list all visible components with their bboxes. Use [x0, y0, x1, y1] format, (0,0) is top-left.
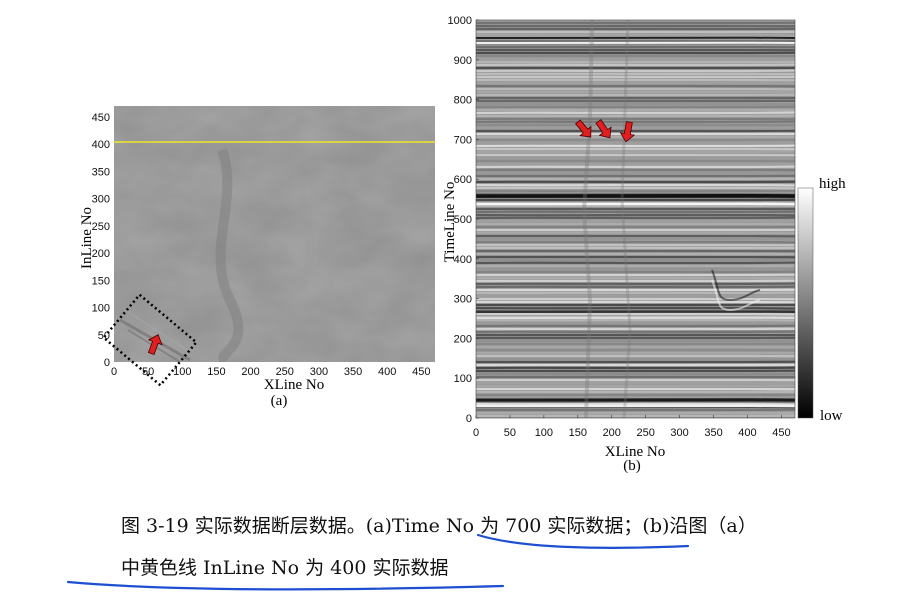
panel-a-y-tick-label: 50 — [98, 330, 110, 342]
panel-b-x-tick-label: 50 — [504, 427, 516, 439]
panel-b-y-tick-label: 1000 — [448, 15, 472, 27]
panel-a-y-tick-label: 250 — [92, 221, 110, 233]
red-arrow-icon — [574, 119, 592, 138]
seismic-reflector — [476, 126, 795, 130]
colorbar — [797, 187, 814, 419]
seismic-strong-reflector — [476, 404, 795, 408]
panel-a-x-tick-label: 250 — [276, 366, 294, 378]
colorbar-low-label: low — [820, 408, 843, 424]
seismic-strong-reflector — [476, 41, 795, 45]
seismic-reflector — [476, 282, 795, 286]
panel-b-x-tick-label: 400 — [738, 427, 756, 439]
panel-b: 0 50 100 150 200 250 300 350 400 450 0 100 200 300 400… — [442, 15, 846, 474]
panel-b-y-tick-label: 800 — [454, 95, 472, 107]
panel-b-label: (b) — [623, 458, 641, 474]
panel-a-y-tick-label: 350 — [92, 166, 110, 178]
seismic-strong-reflector — [476, 316, 795, 320]
seismic-reflector — [476, 396, 795, 400]
seismic-reflector — [476, 111, 795, 115]
panel-a-ylabel: InLine No — [79, 207, 95, 269]
panel-a-y-tick-label: 100 — [92, 303, 110, 315]
red-arrow-icon — [595, 119, 612, 139]
panel-a: 0 50 100 150 200 250 300 350 400 450 0 50 100 150 200 2… — [79, 106, 435, 409]
seismic-reflector — [476, 348, 795, 352]
panel-b-y-tick-label: 600 — [454, 174, 472, 186]
red-arrow-icon — [147, 334, 163, 356]
panel-b-axes: 0 50 100 150 200 250 300 350 400 450 0 100 200 300 400… — [448, 15, 791, 439]
panel-b-y-tick-label: 700 — [454, 134, 472, 146]
panel-a-y-tick-label: 150 — [92, 275, 110, 287]
panel-a-x-tick-label: 50 — [142, 366, 154, 378]
panel-b-x-tick-label: 250 — [637, 427, 655, 439]
caption-line-1: 图 3-19 实际数据断层数据。(a)Time No 为 700 实际数据；(b… — [121, 515, 757, 537]
seismic-reflector — [476, 306, 795, 310]
seismic-reflector — [476, 402, 795, 406]
panel-a-x-tick-label: 450 — [412, 366, 430, 378]
seismic-reflector — [476, 120, 795, 124]
panel-a-texture — [114, 106, 435, 362]
caption-underline-1 — [476, 533, 690, 549]
panel-b-y-tick-label: 0 — [466, 413, 472, 425]
panel-a-x-tick-label: 150 — [207, 366, 225, 378]
panel-a-x-tick-label: 0 — [111, 366, 117, 378]
panel-a-x-tick-label: 300 — [310, 366, 328, 378]
panel-b-y-tick-label: 300 — [454, 294, 472, 306]
panel-a-x-tick-label: 100 — [173, 366, 191, 378]
caption-underline-2 — [66, 580, 505, 591]
red-arrow-icon — [619, 121, 636, 143]
seismic-reflector — [476, 381, 795, 385]
panel-a-x-tick-label: 350 — [344, 366, 362, 378]
panel-b-x-tick-label: 350 — [704, 427, 722, 439]
panel-a-y-tick-label: 450 — [92, 112, 110, 124]
panel-b-x-tick-label: 0 — [473, 427, 479, 439]
panel-b-fault-traces — [581, 20, 761, 418]
panel-b-x-tick-label: 150 — [569, 427, 587, 439]
seismic-strong-reflector — [476, 398, 795, 402]
panel-b-x-tick-label: 200 — [603, 427, 621, 439]
panel-b-x-tick-label: 100 — [535, 427, 553, 439]
panel-b-ylabel: TimeLine No — [442, 182, 458, 263]
colorbar-high-label: high — [819, 176, 846, 192]
panel-b-y-tick-label: 900 — [454, 55, 472, 67]
seismic-reflector — [476, 318, 795, 322]
panel-b-y-tick-label: 400 — [454, 254, 472, 266]
panel-a-x-tick-label: 400 — [378, 366, 396, 378]
panel-a-xlabel: XLine No — [264, 377, 324, 393]
panel-b-x-tick-label: 300 — [670, 427, 688, 439]
panel-b-xlabel: XLine No — [605, 444, 665, 460]
seismic-strong-reflector — [476, 193, 795, 199]
panel-a-y-tick-label: 300 — [92, 194, 110, 206]
panel-a-x-tick-label: 200 — [241, 366, 259, 378]
panel-a-axes: 0 50 100 150 200 250 300 350 400 450 0 50 100 150 200 2… — [92, 112, 431, 378]
panel-a-y-tick-label: 400 — [92, 139, 110, 151]
panel-a-label: (a) — [271, 393, 288, 409]
panel-b-y-tick-label: 200 — [454, 333, 472, 345]
caption-line-2: 中黄色线 InLine No 为 400 实际数据 — [121, 557, 449, 579]
panel-a-y-tick-label: 200 — [92, 248, 110, 260]
seismic-strong-reflector — [476, 202, 795, 206]
panel-b-y-tick-label: 500 — [454, 214, 472, 226]
panel-b-x-tick-label: 450 — [772, 427, 790, 439]
seismic-reflector — [476, 63, 795, 67]
panel-b-seismic-section — [476, 20, 795, 418]
panel-a-y-tick-label: 0 — [104, 357, 110, 369]
panel-b-y-tick-label: 100 — [454, 373, 472, 385]
seismic-strong-reflector — [476, 36, 795, 40]
seismic-strong-reflector — [476, 310, 795, 314]
